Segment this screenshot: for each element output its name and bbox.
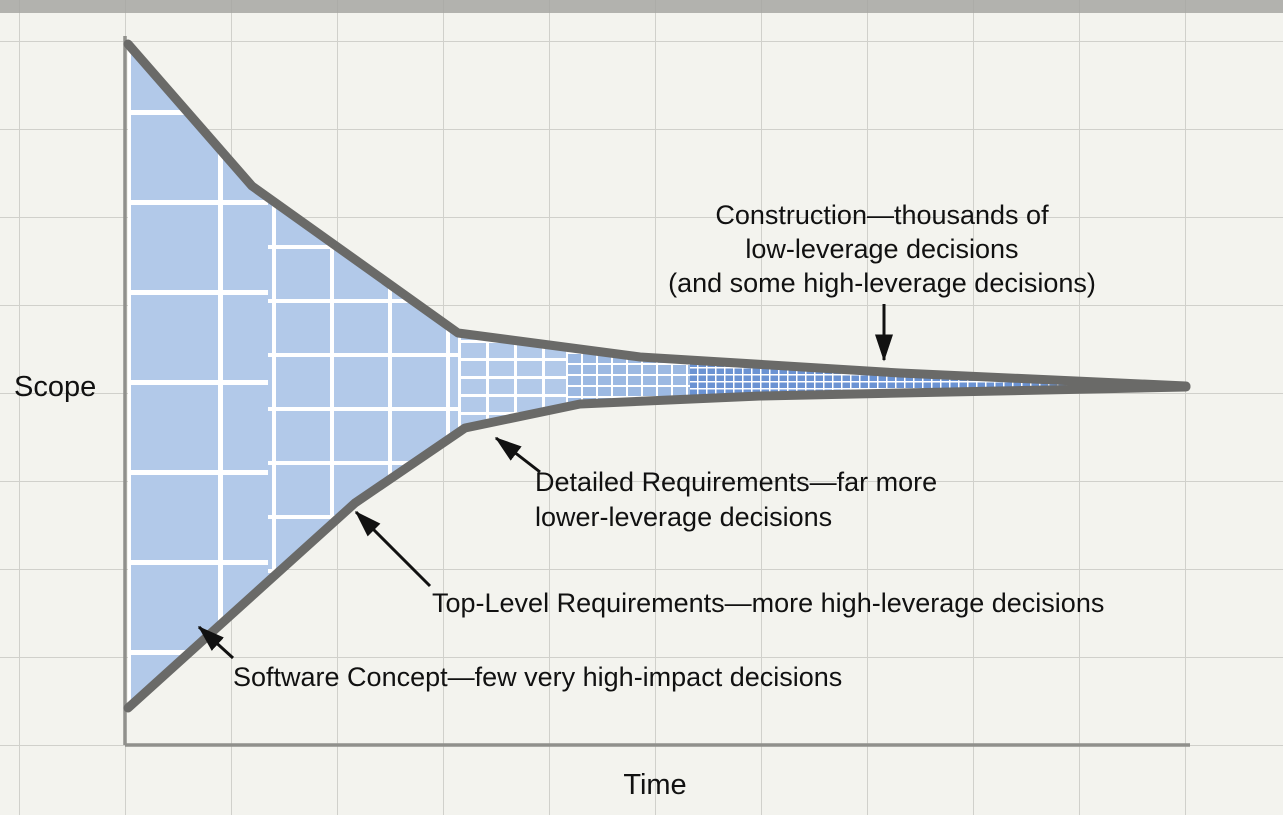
x-axis-label: Time [623, 769, 686, 801]
detailed-requirements-arrow-icon [494, 436, 541, 474]
funnel-top-edge [123, 39, 1191, 391]
top-level-requirements-arrow-icon [354, 510, 432, 588]
top-level-requirements-label: Top-Level Requirements—more high-leverag… [432, 588, 1104, 618]
detailed-requirements-label-line1: Detailed Requirements—far more [535, 467, 937, 497]
software-concept-arrow-icon [197, 625, 235, 660]
y-axis-label: Scope [14, 371, 96, 403]
construction-label-line3: (and some high-leverage decisions) [668, 268, 1096, 298]
software-concept-label: Software Concept—few very high-impact de… [233, 662, 842, 692]
construction-label-line1: Construction—thousands of [715, 200, 1049, 230]
funnel-bottom-edge [123, 382, 1191, 713]
construction-label-line2: low-leverage decisions [745, 234, 1018, 264]
scan-edge-strip [0, 0, 1283, 13]
detailed-requirements-label-line2: lower-leverage decisions [535, 502, 832, 532]
